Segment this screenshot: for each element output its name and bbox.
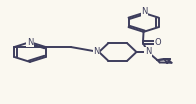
Text: N: N — [145, 48, 151, 56]
Text: N: N — [27, 38, 33, 47]
Text: O: O — [155, 38, 162, 47]
Text: N: N — [141, 7, 148, 16]
Text: N: N — [93, 48, 100, 56]
